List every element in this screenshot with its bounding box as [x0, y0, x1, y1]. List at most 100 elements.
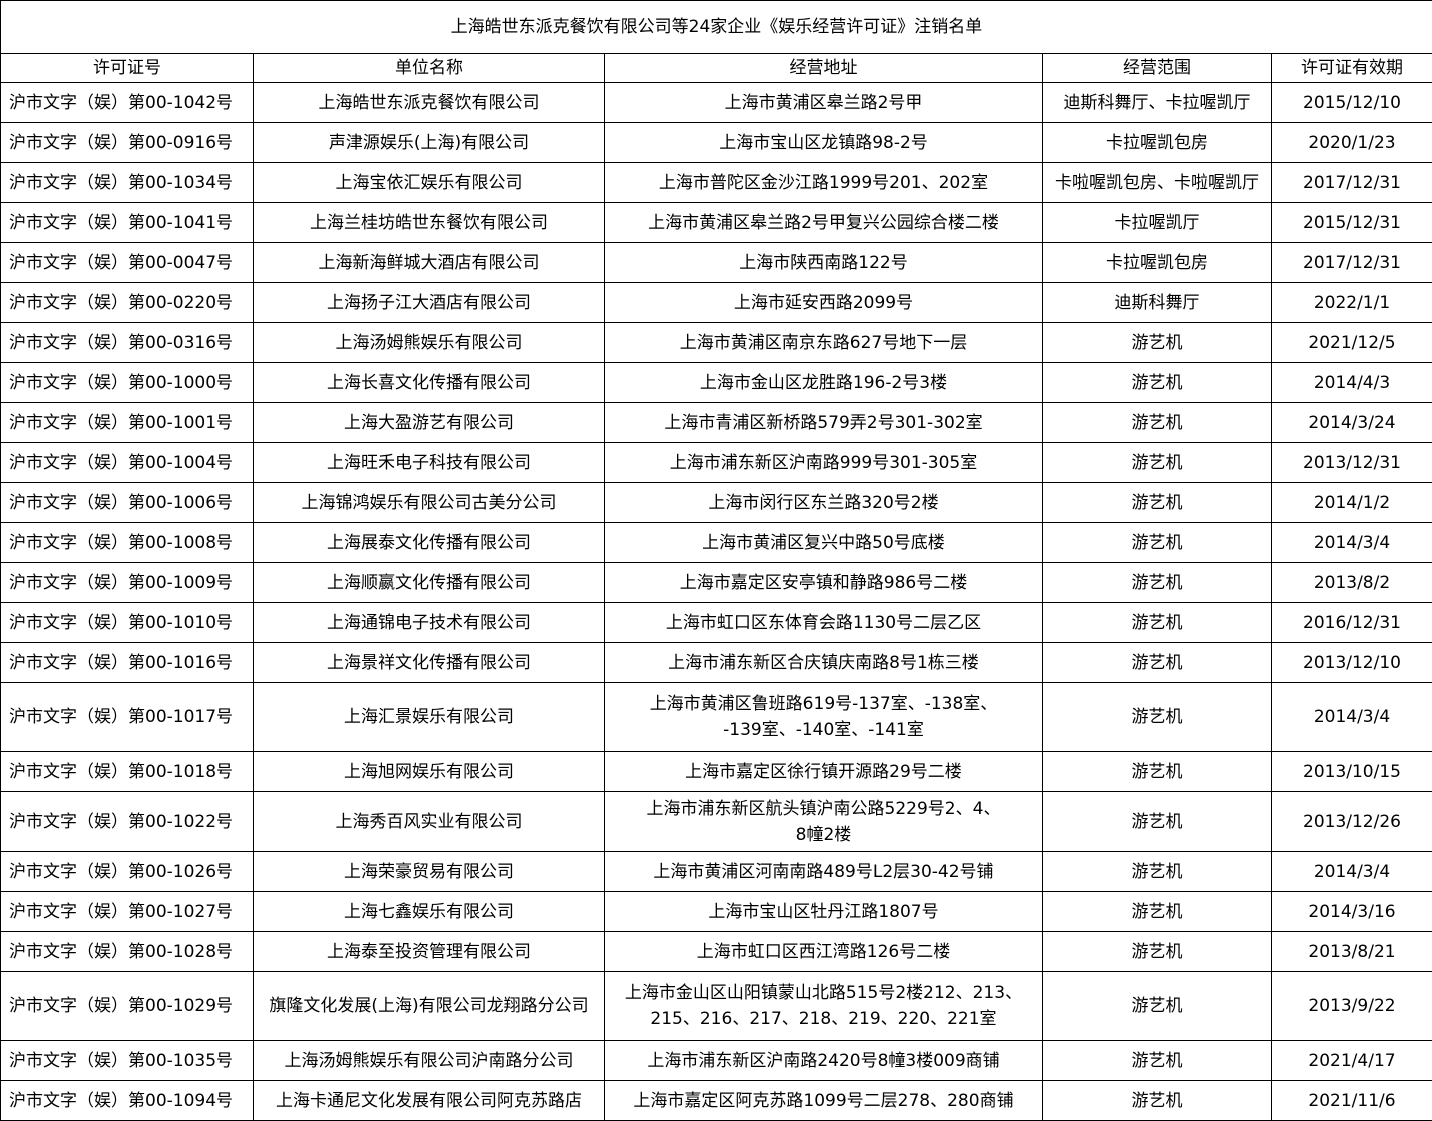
license-no-cell: 沪市文字（娱）第00-0316号: [0, 322, 254, 363]
company-name-cell: 上海七鑫娱乐有限公司: [253, 891, 605, 932]
table-row: 沪市文字（娱）第00-0047号 上海新海鲜城大酒店有限公司 上海市陕西南路122号…: [0, 242, 1432, 283]
address-cell: 上海市青浦区新桥路579弄2号301-302室: [604, 402, 1043, 443]
validity-cell: 2020/1/23: [1271, 122, 1432, 163]
validity-cell: 2021/12/5: [1271, 322, 1432, 363]
company-name-cell: 上海大盈游艺有限公司: [253, 402, 605, 443]
scope-cell: 卡拉喔凯厅: [1042, 202, 1272, 243]
license-no-cell: 沪市文字（娱）第00-1028号: [0, 931, 254, 972]
address-cell: 上海市金山区龙胜路196-2号3楼: [604, 362, 1043, 403]
scope-cell: 游艺机: [1042, 322, 1272, 363]
license-no-cell: 沪市文字（娱）第00-1041号: [0, 202, 254, 243]
table-row: 沪市文字（娱）第00-1018号 上海旭网娱乐有限公司 上海市嘉定区徐行镇开源路29…: [0, 751, 1432, 792]
validity-cell: 2014/3/16: [1271, 891, 1432, 932]
company-name-cell: 上海卡通尼文化发展有限公司阿克苏路店: [253, 1080, 605, 1121]
address-cell: 上海市黄浦区鲁班路619号-137室、-138室、 -139室、-140室、-1…: [604, 682, 1043, 752]
company-name-cell: 上海扬子江大酒店有限公司: [253, 282, 605, 323]
license-no-cell: 沪市文字（娱）第00-1094号: [0, 1080, 254, 1121]
scope-cell: 游艺机: [1042, 791, 1272, 852]
address-cell: 上海市普陀区金沙江路1999号201、202室: [604, 162, 1043, 203]
address-cell: 上海市延安西路2099号: [604, 282, 1043, 323]
scope-cell: 游艺机: [1042, 362, 1272, 403]
validity-cell: 2015/12/10: [1271, 82, 1432, 123]
address-cell: 上海市嘉定区徐行镇开源路29号二楼: [604, 751, 1043, 792]
company-name-cell: 上海展泰文化传播有限公司: [253, 522, 605, 563]
address-cell: 上海市黄浦区河南南路489号L2层30-42号铺: [604, 851, 1043, 892]
scope-cell: 游艺机: [1042, 1040, 1272, 1081]
address-cell: 上海市虹口区西江湾路126号二楼: [604, 931, 1043, 972]
title-row: 上海皓世东派克餐饮有限公司等24家企业《娱乐经营许可证》注销名单: [0, 0, 1432, 54]
license-no-cell: 沪市文字（娱）第00-1006号: [0, 482, 254, 523]
table-row: 沪市文字（娱）第00-1000号 上海长喜文化传播有限公司 上海市金山区龙胜路196…: [0, 362, 1432, 403]
company-name-cell: 上海泰至投资管理有限公司: [253, 931, 605, 972]
company-name-cell: 上海通锦电子技术有限公司: [253, 602, 605, 643]
company-name-cell: 上海汇景娱乐有限公司: [253, 682, 605, 752]
table-row: 沪市文字（娱）第00-1016号 上海景祥文化传播有限公司 上海市浦东新区合庆镇庆南…: [0, 642, 1432, 683]
company-name-cell: 上海秀百风实业有限公司: [253, 791, 605, 852]
company-name-cell: 上海汤姆熊娱乐有限公司沪南路分公司: [253, 1040, 605, 1081]
company-name-cell: 旗隆文化发展(上海)有限公司龙翔路分公司: [253, 971, 605, 1041]
column-header-license-no: 许可证号: [0, 53, 254, 83]
validity-cell: 2017/12/31: [1271, 242, 1432, 283]
license-no-cell: 沪市文字（娱）第00-1035号: [0, 1040, 254, 1081]
scope-cell: 游艺机: [1042, 482, 1272, 523]
scope-cell: 游艺机: [1042, 522, 1272, 563]
address-cell: 上海市宝山区龙镇路98-2号: [604, 122, 1043, 163]
validity-cell: 2013/10/15: [1271, 751, 1432, 792]
license-no-cell: 沪市文字（娱）第00-1017号: [0, 682, 254, 752]
validity-cell: 2017/12/31: [1271, 162, 1432, 203]
validity-cell: 2022/1/1: [1271, 282, 1432, 323]
scope-cell: 游艺机: [1042, 642, 1272, 683]
company-name-cell: 上海景祥文化传播有限公司: [253, 642, 605, 683]
scope-cell: 游艺机: [1042, 682, 1272, 752]
address-cell: 上海市虹口区东体育会路1130号二层乙区: [604, 602, 1043, 643]
license-no-cell: 沪市文字（娱）第00-1034号: [0, 162, 254, 203]
address-cell: 上海市浦东新区航头镇沪南公路5229号2、4、 8幢2楼: [604, 791, 1043, 852]
license-no-cell: 沪市文字（娱）第00-1027号: [0, 891, 254, 932]
table-row: 沪市文字（娱）第00-0916号 声津源娱乐(上海)有限公司 上海市宝山区龙镇路98…: [0, 122, 1432, 163]
table-row: 沪市文字（娱）第00-1004号 上海旺禾电子科技有限公司 上海市浦东新区沪南路99…: [0, 442, 1432, 483]
company-name-cell: 上海新海鲜城大酒店有限公司: [253, 242, 605, 283]
address-cell: 上海市黄浦区皋兰路2号甲: [604, 82, 1043, 123]
address-cell: 上海市陕西南路122号: [604, 242, 1043, 283]
license-no-cell: 沪市文字（娱）第00-1029号: [0, 971, 254, 1041]
validity-cell: 2015/12/31: [1271, 202, 1432, 243]
license-no-cell: 沪市文字（娱）第00-1001号: [0, 402, 254, 443]
license-no-cell: 沪市文字（娱）第00-1009号: [0, 562, 254, 603]
company-name-cell: 上海皓世东派克餐饮有限公司: [253, 82, 605, 123]
address-cell: 上海市黄浦区南京东路627号地下一层: [604, 322, 1043, 363]
table-row: 沪市文字（娱）第00-1006号 上海锦鸿娱乐有限公司古美分公司 上海市闵行区东兰路…: [0, 482, 1432, 523]
license-no-cell: 沪市文字（娱）第00-0047号: [0, 242, 254, 283]
scope-cell: 卡啦喔凯包房、卡啦喔凯厅: [1042, 162, 1272, 203]
table-row: 沪市文字（娱）第00-1028号 上海泰至投资管理有限公司 上海市虹口区西江湾路12…: [0, 931, 1432, 972]
license-no-cell: 沪市文字（娱）第00-1022号: [0, 791, 254, 852]
validity-cell: 2014/1/2: [1271, 482, 1432, 523]
company-name-cell: 上海锦鸿娱乐有限公司古美分公司: [253, 482, 605, 523]
scope-cell: 游艺机: [1042, 891, 1272, 932]
table-row: 沪市文字（娱）第00-1041号 上海兰桂坊皓世东餐饮有限公司 上海市黄浦区皋兰路2…: [0, 202, 1432, 243]
validity-cell: 2021/11/6: [1271, 1080, 1432, 1121]
validity-cell: 2014/3/4: [1271, 522, 1432, 563]
license-no-cell: 沪市文字（娱）第00-0220号: [0, 282, 254, 323]
scope-cell: 游艺机: [1042, 751, 1272, 792]
license-no-cell: 沪市文字（娱）第00-1000号: [0, 362, 254, 403]
address-cell: 上海市宝山区牡丹江路1807号: [604, 891, 1043, 932]
table-row: 沪市文字（娱）第00-0220号 上海扬子江大酒店有限公司 上海市延安西路2099号…: [0, 282, 1432, 323]
company-name-cell: 声津源娱乐(上海)有限公司: [253, 122, 605, 163]
address-cell: 上海市嘉定区阿克苏路1099号二层278、280商铺: [604, 1080, 1043, 1121]
address-cell: 上海市闵行区东兰路320号2楼: [604, 482, 1043, 523]
address-cell: 上海市浦东新区沪南路999号301-305室: [604, 442, 1043, 483]
scope-cell: 游艺机: [1042, 602, 1272, 643]
table-row: 沪市文字（娱）第00-1017号 上海汇景娱乐有限公司 上海市黄浦区鲁班路619号-…: [0, 682, 1432, 752]
table-row: 沪市文字（娱）第00-1010号 上海通锦电子技术有限公司 上海市虹口区东体育会路1…: [0, 602, 1432, 643]
license-no-cell: 沪市文字（娱）第00-0916号: [0, 122, 254, 163]
table-row: 沪市文字（娱）第00-1022号 上海秀百风实业有限公司 上海市浦东新区航头镇沪南公…: [0, 791, 1432, 852]
scope-cell: 游艺机: [1042, 402, 1272, 443]
company-name-cell: 上海旭网娱乐有限公司: [253, 751, 605, 792]
table-row: 沪市文字（娱）第00-1035号 上海汤姆熊娱乐有限公司沪南路分公司 上海市浦东新区…: [0, 1040, 1432, 1081]
company-name-cell: 上海汤姆熊娱乐有限公司: [253, 322, 605, 363]
scope-cell: 游艺机: [1042, 1080, 1272, 1121]
scope-cell: 迪斯科舞厅、卡拉喔凯厅: [1042, 82, 1272, 123]
table-row: 沪市文字（娱）第00-1042号 上海皓世东派克餐饮有限公司 上海市黄浦区皋兰路2号…: [0, 82, 1432, 123]
column-header-validity: 许可证有效期: [1271, 53, 1432, 83]
